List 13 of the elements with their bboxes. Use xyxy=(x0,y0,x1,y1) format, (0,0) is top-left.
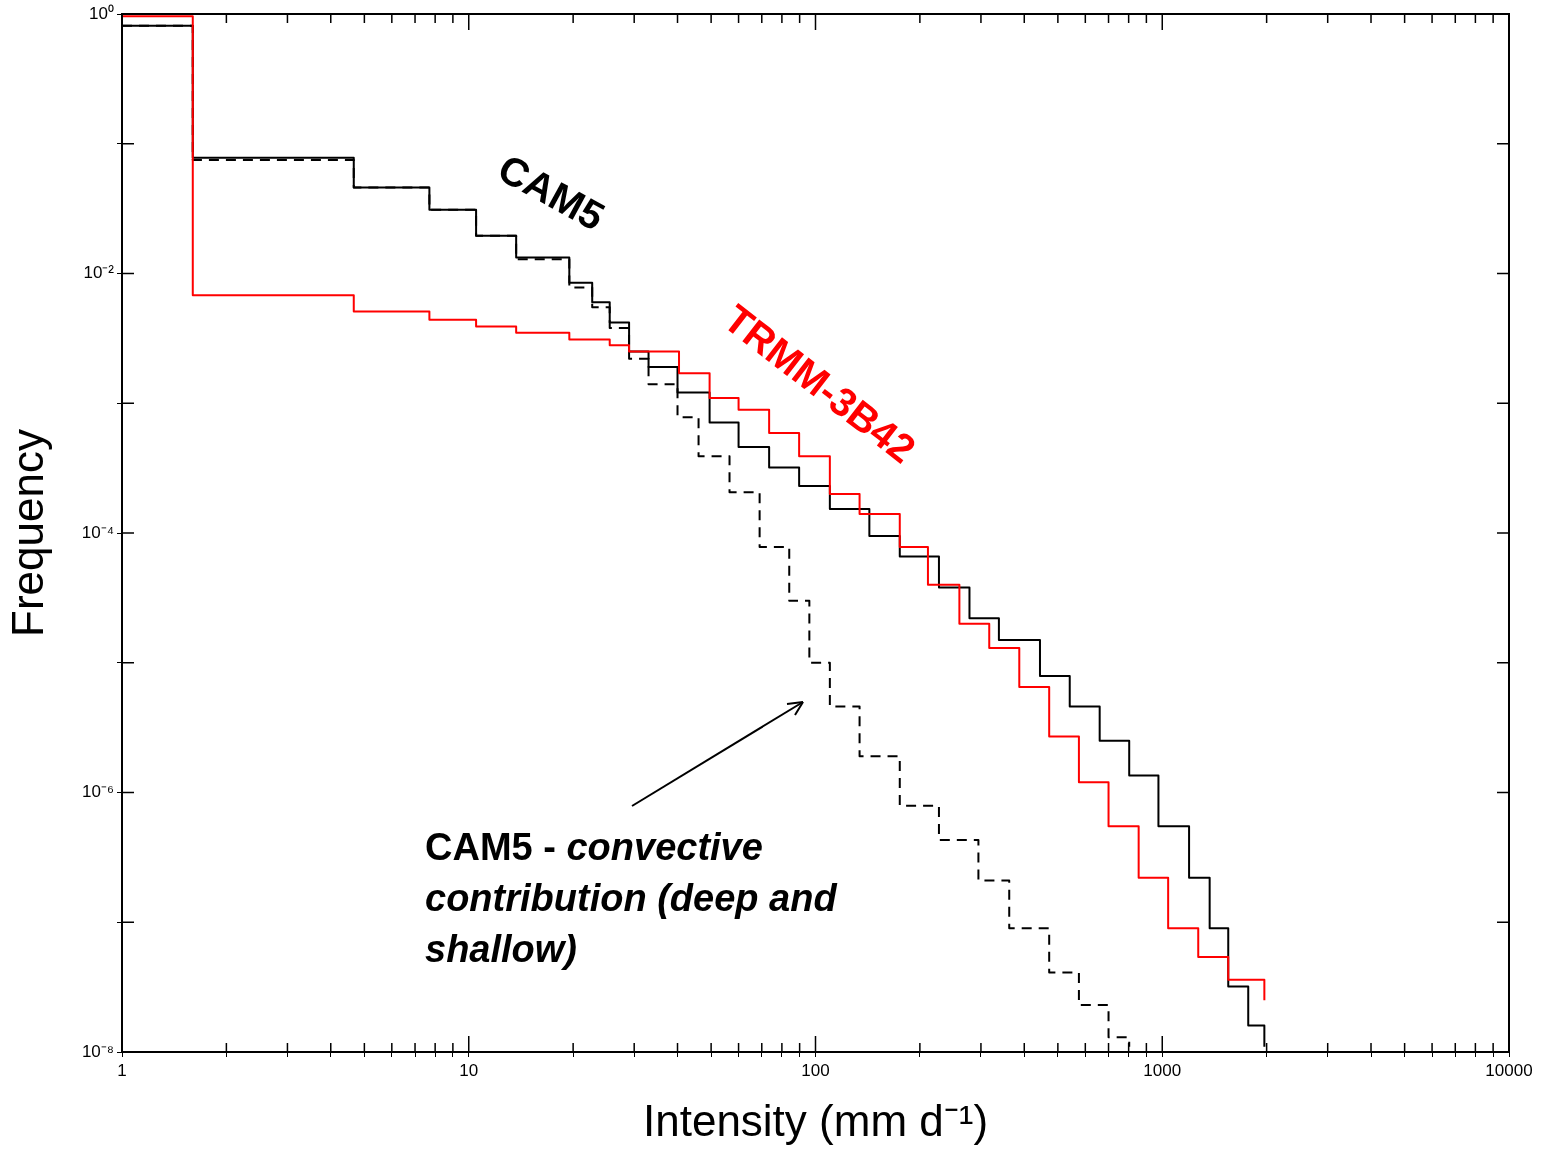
y-tick-label: 10⁻² xyxy=(83,263,115,283)
y-tick-label: 10⁻⁶ xyxy=(82,782,114,802)
annotation: CAM5 - convective contribution (deep and shallow) xyxy=(425,826,837,970)
x-tick-label: 1000 xyxy=(1143,1060,1182,1080)
y-tick-label: 10⁰ xyxy=(89,3,114,23)
x-tick-label: 10 xyxy=(459,1060,479,1080)
x-tick-label: 1 xyxy=(117,1060,127,1080)
y-tick-label: 10⁻⁴ xyxy=(81,522,114,542)
x-tick-label: 100 xyxy=(801,1060,830,1080)
y-tick-label: 10⁻⁸ xyxy=(81,1041,114,1061)
y-axis-title: Frequency xyxy=(2,429,52,637)
x-tick-label: 10000 xyxy=(1485,1060,1533,1080)
x-axis-title: Intensity (mm d⁻¹) xyxy=(642,1095,989,1145)
